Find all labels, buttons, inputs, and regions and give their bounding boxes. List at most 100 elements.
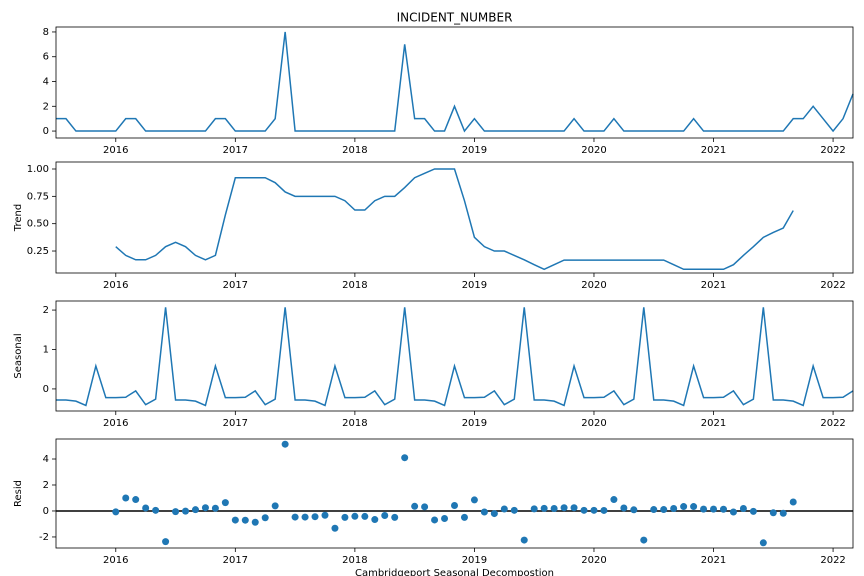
point (241, 516, 249, 524)
x-tick-label: 2016 (103, 555, 128, 566)
point (321, 511, 329, 519)
point (530, 505, 538, 513)
point (779, 509, 787, 517)
x-tick-label: 2021 (701, 418, 726, 429)
point (172, 508, 180, 516)
point (719, 505, 727, 513)
y-tick-label: 0 (43, 126, 49, 137)
x-tick-label: 2018 (342, 555, 367, 566)
x-tick-label: 2017 (223, 555, 248, 566)
point (401, 454, 409, 462)
point (391, 513, 399, 521)
point (381, 512, 389, 520)
point (351, 512, 359, 520)
point (710, 505, 718, 513)
point (739, 505, 747, 513)
x-tick-label: 2020 (581, 145, 606, 156)
y-tick-label: 2 (43, 480, 49, 491)
x-tick-label: 2019 (462, 418, 487, 429)
point (460, 513, 468, 521)
point (191, 506, 199, 514)
y-tick-label: 0 (43, 384, 49, 395)
point (301, 513, 309, 521)
point (231, 516, 239, 524)
point (152, 506, 160, 514)
point (630, 506, 638, 514)
point (600, 506, 608, 514)
point (700, 505, 708, 513)
point (640, 536, 648, 544)
y-axis-label: Trend (13, 204, 24, 232)
x-tick-label: 2019 (462, 555, 487, 566)
series-line (56, 31, 854, 133)
point (749, 507, 757, 515)
y-tick-label: 0.50 (27, 219, 49, 230)
point (610, 496, 618, 504)
y-tick-label: 0.25 (27, 246, 49, 257)
x-tick-label: 2019 (462, 145, 487, 156)
y-tick-label: 4 (43, 77, 49, 88)
point (650, 506, 658, 514)
point (580, 506, 588, 514)
point (500, 505, 508, 513)
y-tick-label: 0.75 (27, 191, 49, 202)
point (441, 515, 449, 523)
point (211, 504, 219, 512)
x-tick-label: 2020 (581, 555, 606, 566)
plot-frame (55, 26, 854, 139)
point (142, 504, 150, 512)
point (451, 502, 458, 510)
x-tick-label: 2019 (462, 280, 487, 291)
point (261, 514, 269, 522)
point (421, 503, 429, 511)
point (620, 504, 628, 512)
point (281, 440, 289, 448)
point (470, 496, 478, 504)
y-tick-label: 4 (43, 454, 49, 465)
y-tick-label: 6 (43, 52, 49, 63)
x-tick-label: 2021 (701, 280, 726, 291)
point (480, 508, 488, 516)
point (162, 538, 170, 546)
y-axis-label: Seasonal (13, 333, 24, 378)
point (729, 508, 737, 516)
x-tick-label: 2021 (701, 145, 726, 156)
point (331, 524, 339, 532)
series-line (115, 168, 794, 271)
x-tick-label: 2022 (820, 280, 845, 291)
plot-frame (55, 161, 854, 274)
point (311, 513, 319, 521)
plot-frame (55, 300, 854, 412)
point (341, 513, 349, 521)
point (660, 506, 668, 514)
x-tick-label: 2022 (820, 555, 845, 566)
chart-title: INCIDENT_NUMBER (397, 11, 513, 25)
x-tick-label: 2016 (103, 280, 128, 291)
y-tick-label: -2 (39, 532, 49, 543)
x-tick-label: 2022 (820, 145, 845, 156)
x-tick-label: 2018 (342, 418, 367, 429)
y-tick-label: 1 (43, 344, 49, 355)
point (670, 505, 678, 513)
point (690, 503, 698, 511)
point (221, 499, 229, 507)
point (540, 504, 548, 512)
y-tick-label: 8 (43, 27, 49, 38)
point (590, 506, 598, 514)
x-tick-label: 2016 (103, 418, 128, 429)
x-tick-label: 2018 (342, 145, 367, 156)
x-tick-label: 2017 (223, 418, 248, 429)
x-tick-label: 2022 (820, 418, 845, 429)
x-tick-label: 2020 (581, 280, 606, 291)
y-tick-label: 1.00 (27, 164, 49, 175)
x-axis-label: Cambridgeport Seasonal Decompostion (355, 568, 554, 576)
x-tick-label: 2016 (103, 145, 128, 156)
point (122, 494, 130, 502)
point (251, 518, 259, 526)
point (132, 496, 140, 504)
point (560, 504, 568, 512)
series-line (56, 307, 854, 407)
point (759, 539, 767, 547)
